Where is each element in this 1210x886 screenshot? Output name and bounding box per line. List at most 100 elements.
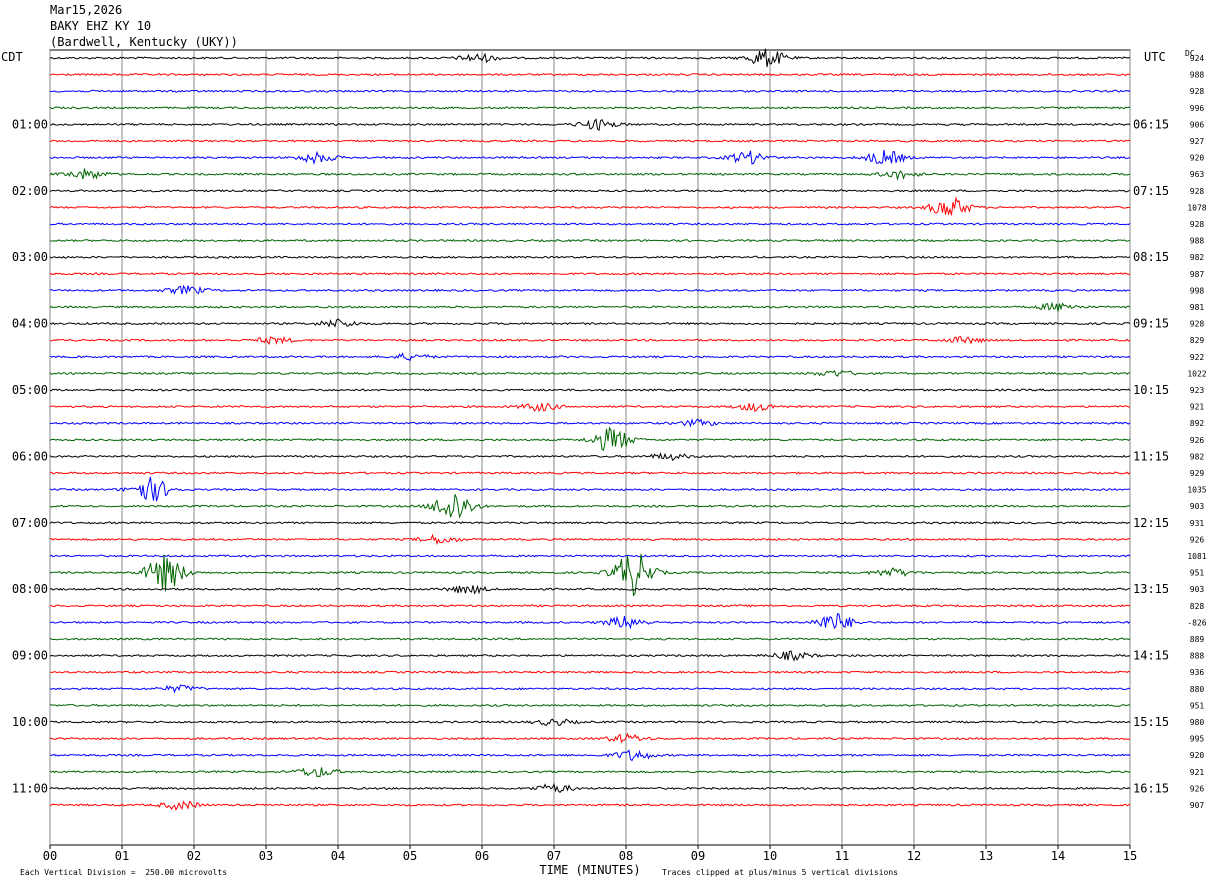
- left-hour-label-9: 10:00: [12, 715, 48, 729]
- trace-25: [49, 471, 1131, 475]
- dc-offset-header: DC: [1185, 49, 1195, 58]
- dc-offset-32: 903: [1190, 585, 1205, 594]
- dc-offset-22: 892: [1190, 419, 1205, 428]
- utc-timezone-label: UTC: [1144, 50, 1166, 64]
- x-tick-label-14: 14: [1051, 849, 1065, 863]
- dc-offset-34: -826: [1187, 618, 1206, 627]
- dc-offset-19: 1022: [1187, 369, 1206, 378]
- dc-offset-44: 926: [1190, 784, 1205, 793]
- right-hour-label-6: 12:15: [1133, 516, 1169, 530]
- trace-2: [50, 89, 1131, 93]
- dc-offset-30: 1081: [1187, 552, 1206, 561]
- left-hour-label-0: 01:00: [12, 117, 48, 131]
- trace-29: [49, 533, 1131, 546]
- dc-offset-7: 963: [1190, 170, 1205, 179]
- left-hour-label-6: 07:00: [12, 516, 48, 530]
- x-tick-label-11: 11: [835, 849, 849, 863]
- trace-0: [49, 48, 1131, 68]
- dc-offset-42: 920: [1190, 751, 1205, 760]
- trace-40: [49, 718, 1131, 727]
- dc-offset-45: 907: [1190, 801, 1205, 810]
- dc-offset-21: 921: [1190, 403, 1205, 412]
- trace-45: [49, 800, 1131, 811]
- trace-38: [49, 684, 1131, 694]
- trace-12: [49, 255, 1131, 259]
- trace-1: [49, 73, 1131, 77]
- trace-22: [49, 417, 1131, 428]
- right-hour-label-0: 06:15: [1133, 117, 1169, 131]
- dc-offset-0: 924: [1190, 54, 1205, 63]
- trace-31: [49, 553, 1131, 597]
- dc-offset-15: 981: [1190, 303, 1205, 312]
- x-tick-label-09: 09: [691, 849, 705, 863]
- x-tick-label-04: 04: [331, 849, 345, 863]
- trace-39: [50, 703, 1131, 707]
- left-hour-label-8: 09:00: [12, 649, 48, 663]
- dc-offset-17: 829: [1190, 336, 1205, 345]
- dc-offset-4: 906: [1190, 120, 1205, 129]
- trace-15: [49, 301, 1131, 312]
- dc-offset-24: 982: [1190, 452, 1205, 461]
- right-hour-label-7: 13:15: [1133, 582, 1169, 596]
- x-tick-label-02: 02: [187, 849, 201, 863]
- trace-21: [49, 402, 1131, 413]
- trace-7: [49, 168, 1131, 181]
- dc-offset-40: 980: [1190, 718, 1205, 727]
- trace-28: [49, 521, 1131, 525]
- dc-offset-26: 1035: [1187, 486, 1206, 495]
- x-tick-label-00: 00: [43, 849, 57, 863]
- left-hour-label-3: 04:00: [12, 317, 48, 331]
- dc-offset-29: 926: [1190, 535, 1205, 544]
- dc-offset-9: 1078: [1187, 203, 1206, 212]
- trace-11: [49, 238, 1131, 243]
- trace-44: [49, 782, 1131, 794]
- dc-offset-13: 987: [1190, 270, 1205, 279]
- dc-offset-8: 928: [1190, 187, 1205, 196]
- x-tick-label-10: 10: [763, 849, 777, 863]
- trace-34: [49, 613, 1131, 630]
- trace-20: [49, 388, 1131, 392]
- header-station: BAKY EHZ KY 10: [50, 19, 152, 33]
- dc-offset-1: 988: [1190, 71, 1205, 80]
- dc-offset-31: 951: [1190, 569, 1205, 578]
- dc-offset-43: 921: [1190, 768, 1205, 777]
- trace-23: [49, 426, 1131, 451]
- trace-9: [49, 196, 1131, 216]
- trace-32: [49, 584, 1130, 595]
- x-tick-label-12: 12: [907, 849, 921, 863]
- x-tick-label-08: 08: [619, 849, 633, 863]
- trace-14: [49, 284, 1131, 295]
- right-hour-label-4: 10:15: [1133, 383, 1169, 397]
- dc-offset-14: 998: [1190, 286, 1205, 295]
- plot-frame: [49, 49, 1131, 846]
- cdt-timezone-label: CDT: [1, 50, 23, 64]
- right-hour-label-1: 07:15: [1133, 184, 1169, 198]
- trace-3: [49, 106, 1131, 110]
- trace-17: [49, 336, 1131, 346]
- dc-offset-36: 888: [1190, 652, 1205, 661]
- x-tick-label-06: 06: [475, 849, 489, 863]
- right-hour-label-10: 16:15: [1133, 781, 1169, 795]
- x-tick-label-05: 05: [403, 849, 417, 863]
- dc-offset-35: 889: [1190, 635, 1205, 644]
- dc-offset-39: 951: [1190, 701, 1205, 710]
- dc-offset-20: 923: [1190, 386, 1205, 395]
- dc-offset-18: 922: [1190, 353, 1205, 362]
- trace-5: [49, 139, 1131, 143]
- trace-27: [49, 494, 1131, 519]
- right-hour-label-5: 11:15: [1133, 449, 1169, 463]
- dc-offset-10: 928: [1190, 220, 1205, 229]
- x-tick-label-07: 07: [547, 849, 561, 863]
- right-hour-label-9: 15:15: [1133, 715, 1169, 729]
- left-hour-label-2: 03:00: [12, 250, 48, 264]
- dc-offset-5: 927: [1190, 137, 1205, 146]
- x-tick-label-03: 03: [259, 849, 273, 863]
- dc-offset-27: 903: [1190, 502, 1205, 511]
- left-hour-label-5: 06:00: [12, 449, 48, 463]
- dc-offset-6: 920: [1190, 154, 1205, 163]
- x-tick-label-01: 01: [115, 849, 129, 863]
- x-tick-label-13: 13: [979, 849, 993, 863]
- trace-36: [49, 650, 1131, 662]
- dc-offset-37: 936: [1190, 668, 1205, 677]
